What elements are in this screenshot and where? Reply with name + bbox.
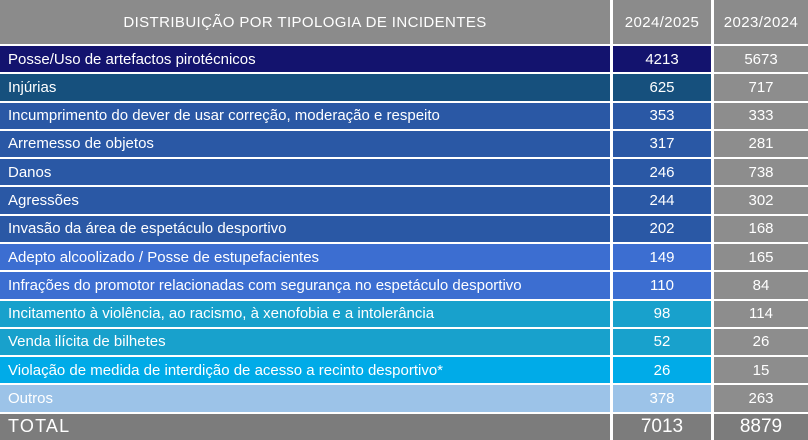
row-value-previous: 717 bbox=[714, 74, 808, 101]
row-value-current: 26 bbox=[613, 357, 711, 384]
row-value-current: 317 bbox=[613, 130, 711, 158]
total-row-label: TOTAL bbox=[0, 413, 610, 440]
row-label: Injúrias bbox=[0, 74, 610, 101]
row-label: Posse/Uso de artefactos pirotécnicos bbox=[0, 46, 610, 73]
row-label: Invasão da área de espetáculo desportivo bbox=[0, 215, 610, 242]
row-value-current: 52 bbox=[613, 328, 711, 356]
row-label: Infrações do promotor relacionadas com s… bbox=[0, 272, 610, 299]
row-value-current: 353 bbox=[613, 102, 711, 129]
row-label: Agressões bbox=[0, 187, 610, 214]
row-value-current: 244 bbox=[613, 187, 711, 214]
row-value-current: 98 bbox=[613, 300, 711, 327]
row-label: Danos bbox=[0, 159, 610, 186]
column-header-current-season: 2024/2025 bbox=[613, 0, 711, 44]
row-value-previous: 5673 bbox=[714, 46, 808, 73]
row-value-previous: 15 bbox=[714, 357, 808, 384]
row-value-previous: 114 bbox=[714, 300, 808, 327]
row-value-current: 378 bbox=[613, 385, 711, 412]
row-label: Adepto alcoolizado / Posse de estupefaci… bbox=[0, 244, 610, 271]
row-label: Outros bbox=[0, 385, 610, 412]
row-value-previous: 738 bbox=[714, 159, 808, 186]
row-value-current: 149 bbox=[613, 244, 711, 271]
row-value-previous: 165 bbox=[714, 244, 808, 271]
row-value-current: 246 bbox=[613, 159, 711, 186]
row-label: Arremesso de objetos bbox=[0, 130, 610, 158]
row-value-previous: 302 bbox=[714, 187, 808, 214]
total-value-current: 7013 bbox=[613, 413, 711, 440]
row-value-current: 202 bbox=[613, 215, 711, 242]
total-value-previous: 8879 bbox=[714, 413, 808, 440]
table-title: DISTRIBUIÇÃO POR TIPOLOGIA DE INCIDENTES bbox=[0, 0, 610, 44]
row-value-previous: 333 bbox=[714, 102, 808, 129]
row-value-previous: 84 bbox=[714, 272, 808, 299]
row-value-current: 4213 bbox=[613, 46, 711, 73]
row-value-previous: 26 bbox=[714, 328, 808, 356]
row-label: Venda ilícita de bilhetes bbox=[0, 328, 610, 356]
row-value-current: 625 bbox=[613, 74, 711, 101]
row-label: Incitamento à violência, ao racismo, à x… bbox=[0, 300, 610, 327]
row-value-previous: 168 bbox=[714, 215, 808, 242]
row-label: Violação de medida de interdição de aces… bbox=[0, 357, 610, 384]
row-value-current: 110 bbox=[613, 272, 711, 299]
row-value-previous: 281 bbox=[714, 130, 808, 158]
row-label: Incumprimento do dever de usar correção,… bbox=[0, 102, 610, 129]
row-value-previous: 263 bbox=[714, 385, 808, 412]
column-header-previous-season: 2023/2024 bbox=[714, 0, 808, 44]
